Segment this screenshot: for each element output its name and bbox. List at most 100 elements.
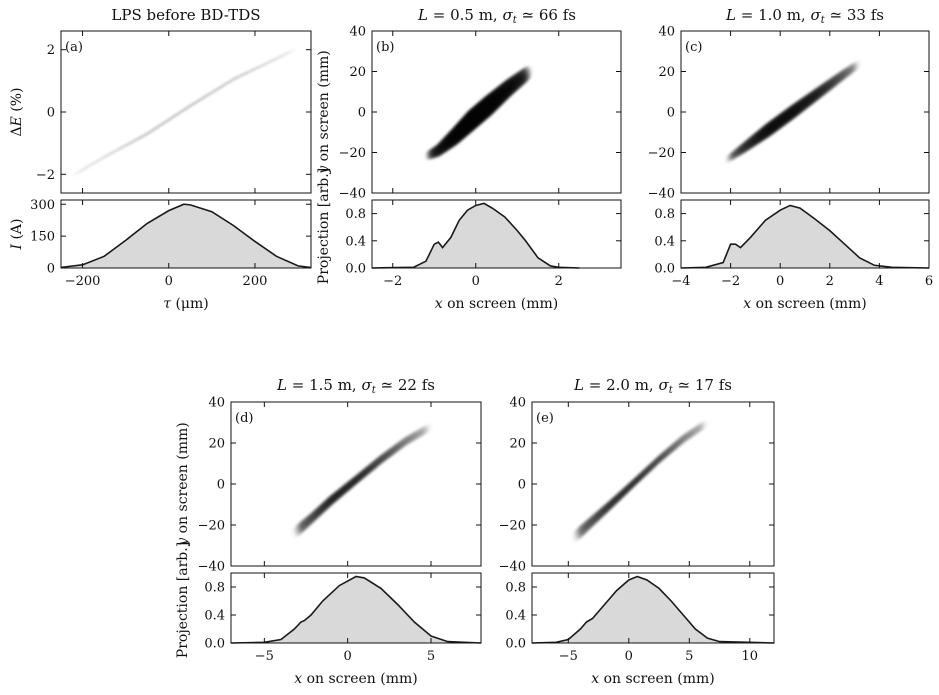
panel-b-profile-area	[372, 203, 580, 268]
panel-c-top-ytick-label: −20	[648, 146, 675, 161]
panel-c-bottom-xtick-label: 6	[925, 274, 933, 289]
panel-d-top-ytick-label: −20	[198, 519, 225, 534]
panel-b-top-frame	[371, 30, 622, 194]
panel-d-bottom-ytick-label: 0.8	[204, 581, 225, 596]
density-mark	[92, 162, 95, 165]
panel-a-profile-line	[60, 203, 312, 269]
panel-c-bottom-xtick-label: 2	[826, 274, 834, 289]
panel-d-bottom-xtick-label: 5	[427, 649, 435, 664]
panel-c-bottom-ytick-label: 0.0	[654, 262, 675, 277]
panel-d-label: (d)	[235, 411, 253, 426]
panel-e-bottom-xtick-label: −5	[559, 649, 578, 664]
panel-d-profile-line	[230, 575, 482, 644]
density-mark	[76, 172, 78, 175]
panel-b-bottom-xtick-label: 2	[555, 274, 563, 289]
density-mark	[97, 159, 99, 162]
density-mark	[98, 159, 100, 162]
panel-b-bottom-xtick-label: 0	[472, 274, 480, 289]
panel-c-bottom-frame	[680, 199, 930, 269]
panel-a-bottom-frame	[60, 199, 312, 269]
panel-b-top-ylabel: y on screen (mm)	[316, 50, 332, 175]
panel-b-top-ytick-label: −40	[339, 187, 366, 202]
panel-b-label: (b)	[376, 40, 394, 55]
density-mark	[525, 64, 534, 79]
density-mark	[293, 49, 295, 52]
panel-e-phase-space-density	[574, 418, 710, 540]
panel-c-xlabel: x on screen (mm)	[743, 296, 866, 312]
panel-d-title: L = 1.5 m, σt ≃ 22 fs	[276, 376, 435, 396]
density-mark	[428, 422, 434, 431]
density-mark	[74, 173, 76, 176]
panel-e-top-ytick-label: 20	[509, 437, 526, 452]
density-mark	[292, 49, 294, 52]
panel-a-top-ytick-label: −2	[36, 168, 55, 183]
density-mark	[94, 161, 96, 164]
density-mark	[705, 418, 710, 427]
panel-a-top-ytick-label: 2	[47, 43, 55, 58]
density-mark	[95, 161, 97, 164]
panel-d-top-ytick-label: 40	[208, 396, 225, 411]
panel-e-xlabel: x on screen (mm)	[591, 671, 714, 687]
panel-c-label: (c)	[685, 40, 702, 55]
panel-e-bottom-frame	[531, 572, 775, 644]
panel-e-profile-area	[532, 576, 774, 643]
panel-e-bottom-xtick-label: 10	[742, 649, 759, 664]
panel-d-phase-space-density	[294, 422, 434, 537]
density-mark	[857, 59, 863, 68]
panel-d-top-ytick-label: 20	[208, 437, 225, 452]
density-mark	[84, 167, 86, 170]
density-mark	[91, 162, 94, 166]
panel-d-xlabel: x on screen (mm)	[294, 671, 417, 687]
density-mark	[698, 422, 704, 432]
panel-a-bottom-xtick-label: 200	[243, 274, 268, 289]
panel-e-top-ytick-label: −20	[499, 519, 526, 534]
panel-c-top-ytick-label: 0	[667, 106, 675, 121]
panel-b-top-ytick-label: −20	[339, 146, 366, 161]
panel-d-bottom-frame	[230, 572, 482, 644]
density-mark	[852, 61, 859, 72]
density-mark	[89, 164, 92, 167]
panel-c-bottom-xtick-label: −2	[721, 274, 740, 289]
density-mark	[86, 165, 89, 169]
panel-e-bottom-ytick-label: 0.0	[505, 637, 526, 652]
panel-e-label: (e)	[536, 411, 554, 426]
panel-a-top-frame	[60, 30, 312, 194]
panel-a: LPS before BD-TDS −2 0 2 (a) ΔE (%) 0 150 300 −20…	[9, 6, 312, 312]
panel-a-bottom-xtick-label: −200	[65, 274, 101, 289]
panel-a-profile-area	[61, 204, 311, 268]
density-mark	[90, 163, 93, 166]
panel-a-top-ytick-label: 0	[47, 106, 55, 121]
density-mark	[78, 170, 80, 173]
density-mark	[99, 158, 101, 161]
panel-a-label: (a)	[65, 40, 83, 55]
panel-e-profile-line	[531, 575, 775, 644]
density-mark	[104, 155, 106, 158]
panel-b-bottom-ytick-label: 0.8	[345, 207, 366, 222]
panel-c-profile-area	[681, 205, 929, 268]
panel-c-phase-space-density	[726, 59, 863, 163]
panel-c-top-ytick-label: 20	[658, 65, 675, 80]
panel-b-bottom-xtick-label: −2	[383, 274, 402, 289]
panel-c-bottom-ytick-label: 0.8	[654, 207, 675, 222]
density-mark	[85, 166, 87, 169]
density-mark	[75, 172, 77, 175]
panel-d-bottom-xtick-label: 0	[344, 649, 352, 664]
panel-b-title: L = 0.5 m, σt ≃ 66 fs	[417, 6, 576, 26]
panel-b-top-ytick-label: 20	[349, 65, 366, 80]
density-mark	[79, 170, 81, 173]
panel-c-top-ytick-label: −40	[648, 187, 675, 202]
panel-e-bottom-ytick-label: 0.4	[505, 609, 526, 624]
panel-a-bottom-ylabel: I (A)	[9, 218, 25, 250]
panel-b-profile-line	[371, 202, 580, 269]
panel-e-bottom-ytick-label: 0.8	[505, 581, 526, 596]
panel-d-bottom-ytick-label: 0.4	[204, 609, 225, 624]
panel-c-top-ytick-label: 40	[658, 25, 675, 40]
panel-e-top-ytick-label: 0	[518, 478, 526, 493]
panel-d-top-ytick-label: 0	[217, 478, 225, 493]
panel-b-top-ytick-label: 0	[358, 106, 366, 121]
density-mark	[102, 156, 104, 159]
density-mark	[88, 164, 91, 167]
panel-e-top-ytick-label: 40	[509, 396, 526, 411]
density-mark	[82, 168, 84, 171]
